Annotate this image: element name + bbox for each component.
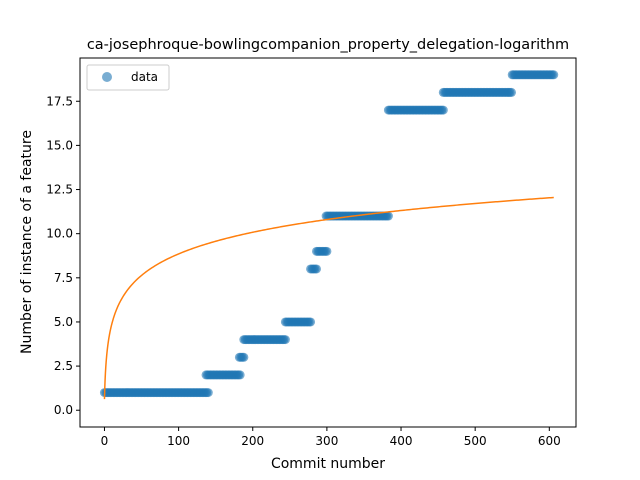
data-segment xyxy=(438,87,516,97)
data-point xyxy=(322,246,332,256)
plot-area xyxy=(99,70,559,400)
legend-marker xyxy=(102,72,112,82)
data-segment xyxy=(306,264,322,274)
x-axis-label: Commit number xyxy=(271,456,385,472)
x-tick-label: 600 xyxy=(538,434,561,448)
axes-frame xyxy=(79,57,577,428)
data-segment xyxy=(234,352,249,362)
y-tick-label: 2.5 xyxy=(54,359,73,373)
y-tick-label: 10.0 xyxy=(46,227,73,241)
data-point xyxy=(549,70,559,80)
y-tick-label: 17.5 xyxy=(46,94,73,108)
data-point xyxy=(306,317,316,327)
x-tick-label: 500 xyxy=(464,434,487,448)
x-tick-label: 100 xyxy=(167,434,190,448)
fit-line xyxy=(103,196,554,400)
data-segment xyxy=(99,388,213,398)
data-segment xyxy=(201,370,245,380)
data-point xyxy=(383,211,393,221)
y-axis-label: Number of instance of a feature xyxy=(19,130,35,354)
x-tick-label: 0 xyxy=(101,434,109,448)
data-point xyxy=(506,87,516,97)
x-axis: 0 100 200 300 400 500 600 xyxy=(101,427,561,448)
data-segment xyxy=(383,105,448,115)
data-segment xyxy=(280,317,316,327)
data-point xyxy=(312,264,322,274)
legend-entry-data: data xyxy=(131,70,158,84)
x-tick-label: 200 xyxy=(241,434,264,448)
y-tick-label: 15.0 xyxy=(46,138,73,152)
y-tick-label: 5.0 xyxy=(54,315,73,329)
y-axis: 0.0 2.5 5.0 7.5 10.0 12.5 15.0 17.5 xyxy=(46,94,80,417)
data-point xyxy=(239,352,249,362)
data-point xyxy=(203,388,213,398)
data-segment xyxy=(507,70,559,80)
x-tick-label: 300 xyxy=(315,434,338,448)
legend-box xyxy=(86,64,170,91)
legend: data xyxy=(86,64,170,91)
data-point xyxy=(280,335,290,345)
y-tick-label: 12.5 xyxy=(46,183,73,197)
x-tick-label: 400 xyxy=(390,434,413,448)
y-tick-label: 7.5 xyxy=(54,271,73,285)
data-segment xyxy=(312,246,332,256)
y-tick-label: 0.0 xyxy=(54,403,73,417)
data-point xyxy=(438,105,448,115)
data-segment xyxy=(239,335,290,345)
data-point xyxy=(235,370,245,380)
data-series xyxy=(99,70,559,398)
chart-title: ca-josephroque-bowlingcompanion_property… xyxy=(87,37,569,53)
